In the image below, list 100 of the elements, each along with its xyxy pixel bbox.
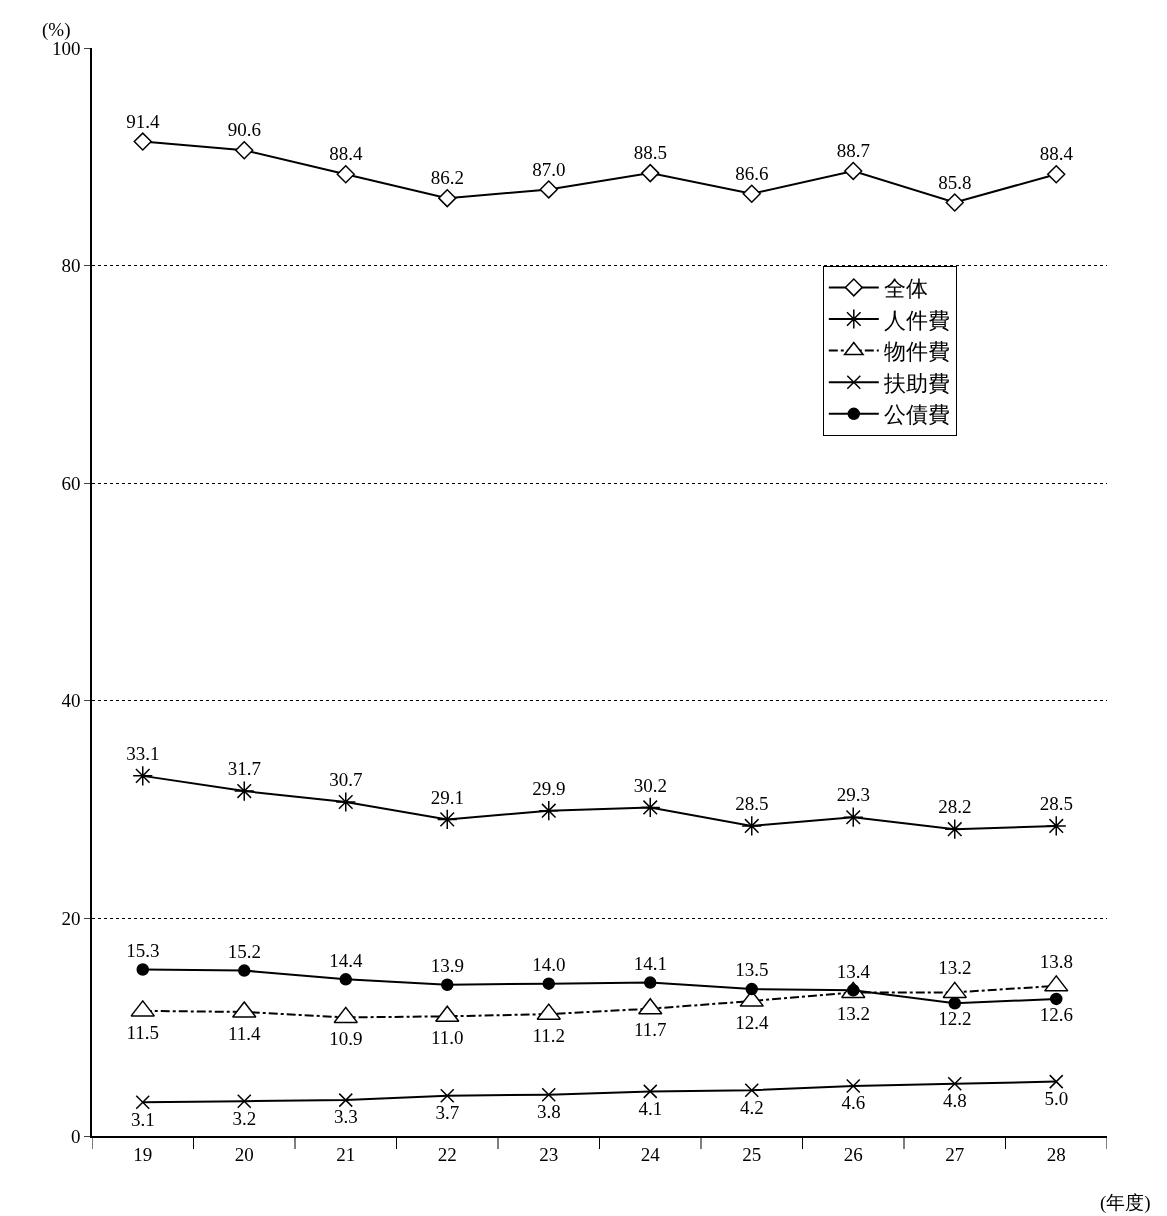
point: [237, 1093, 252, 1109]
point: [436, 809, 458, 830]
x-tick-label: 26: [843, 1143, 863, 1165]
point: [742, 184, 761, 203]
x-tick-label: 25: [742, 1143, 762, 1165]
data-label: 13.4: [836, 960, 871, 982]
point: [339, 973, 352, 986]
data-label: 12.2: [938, 1008, 972, 1030]
data-label: 13.2: [836, 1003, 870, 1025]
data-label: 28.5: [735, 793, 769, 815]
data-label: 28.5: [1039, 793, 1073, 815]
x-tick-label: 24: [640, 1143, 661, 1165]
x-tick-label: 20: [234, 1143, 254, 1165]
x-tick-label: 19: [133, 1143, 153, 1165]
data-label: 3.3: [333, 1106, 358, 1128]
point: [844, 161, 863, 181]
data-label: 28.2: [938, 796, 972, 818]
data-label: 3.8: [536, 1101, 561, 1123]
x-tick-label: 21: [336, 1143, 356, 1165]
point: [644, 976, 657, 989]
point: [1045, 815, 1067, 837]
data-label: 29.1: [430, 786, 464, 808]
data-label: 88.4: [1039, 143, 1074, 165]
point: [846, 1078, 861, 1094]
data-label: 4.2: [739, 1096, 764, 1118]
point: [542, 977, 555, 990]
data-label: 88.7: [836, 140, 870, 162]
data-label: 13.2: [938, 957, 972, 979]
data-label: 14.4: [329, 949, 363, 971]
legend-label: 全体: [883, 275, 928, 301]
point: [338, 1092, 353, 1108]
x-tick-label: 27: [945, 1143, 965, 1165]
legend-label: 物件費: [883, 339, 950, 365]
point: [639, 797, 661, 818]
data-label: 14.0: [532, 954, 566, 976]
point: [948, 997, 961, 1010]
data-label: 12.6: [1039, 1004, 1073, 1026]
point: [1049, 1074, 1064, 1089]
point: [440, 1088, 455, 1103]
data-label: 86.6: [735, 162, 769, 184]
y-tick-label: 60: [61, 472, 81, 494]
point: [135, 1095, 150, 1110]
data-label: 11.4: [227, 1022, 262, 1044]
data-label: 3.1: [130, 1108, 155, 1130]
data-label: 91.4: [126, 110, 160, 132]
point: [238, 964, 251, 977]
data-label: 30.2: [633, 774, 667, 796]
data-label: 30.7: [329, 769, 363, 791]
data-label: 13.9: [430, 955, 464, 977]
data-label: 85.8: [938, 171, 972, 193]
data-label: 3.2: [232, 1107, 257, 1129]
point: [539, 180, 558, 199]
point: [136, 963, 149, 976]
point: [538, 800, 560, 822]
data-label: 3.7: [435, 1102, 460, 1124]
data-label: 87.0: [532, 158, 566, 180]
x-tick-label: 22: [437, 1143, 457, 1165]
data-label: 15.3: [126, 939, 160, 961]
point: [541, 1087, 556, 1102]
legend-label: 人件費: [883, 307, 950, 333]
data-label: 15.2: [227, 940, 261, 962]
data-label: 88.5: [633, 142, 667, 164]
data-label: 11.0: [430, 1027, 464, 1049]
point: [438, 188, 457, 208]
point: [235, 141, 254, 160]
data-label: 90.6: [227, 119, 261, 141]
data-label: 11.5: [126, 1021, 160, 1043]
point: [336, 165, 355, 184]
data-label: 13.8: [1039, 950, 1073, 972]
data-label: 29.9: [532, 777, 566, 799]
data-label: 88.4: [329, 143, 363, 165]
data-label: 11.7: [633, 1019, 667, 1041]
x-tick-label: 28: [1046, 1143, 1066, 1165]
y-tick-label: 40: [61, 690, 81, 712]
y-axis-title: (%): [42, 19, 71, 41]
y-tick-label: 80: [61, 255, 81, 277]
point: [842, 806, 864, 828]
data-label: 11.2: [532, 1024, 566, 1046]
point: [945, 193, 964, 212]
data-label: 4.8: [942, 1090, 967, 1112]
point: [132, 765, 154, 787]
point: [133, 132, 152, 151]
point: [233, 780, 255, 802]
point: [1047, 165, 1066, 184]
point: [947, 1076, 962, 1092]
data-label: 5.0: [1044, 1087, 1069, 1109]
y-tick-label: 20: [61, 908, 81, 930]
point: [741, 815, 763, 837]
point: [643, 1084, 658, 1099]
y-tick-label: 0: [70, 1125, 81, 1147]
data-label: 10.9: [329, 1028, 363, 1050]
data-label: 86.2: [430, 167, 464, 189]
legend-label: 公債費: [883, 402, 950, 428]
point: [335, 791, 357, 813]
point: [1050, 992, 1063, 1006]
point: [744, 1083, 759, 1098]
point: [441, 978, 454, 992]
legend-label: 扶助費: [882, 370, 950, 396]
data-label: 4.1: [638, 1097, 663, 1119]
data-label: 29.3: [836, 784, 870, 806]
